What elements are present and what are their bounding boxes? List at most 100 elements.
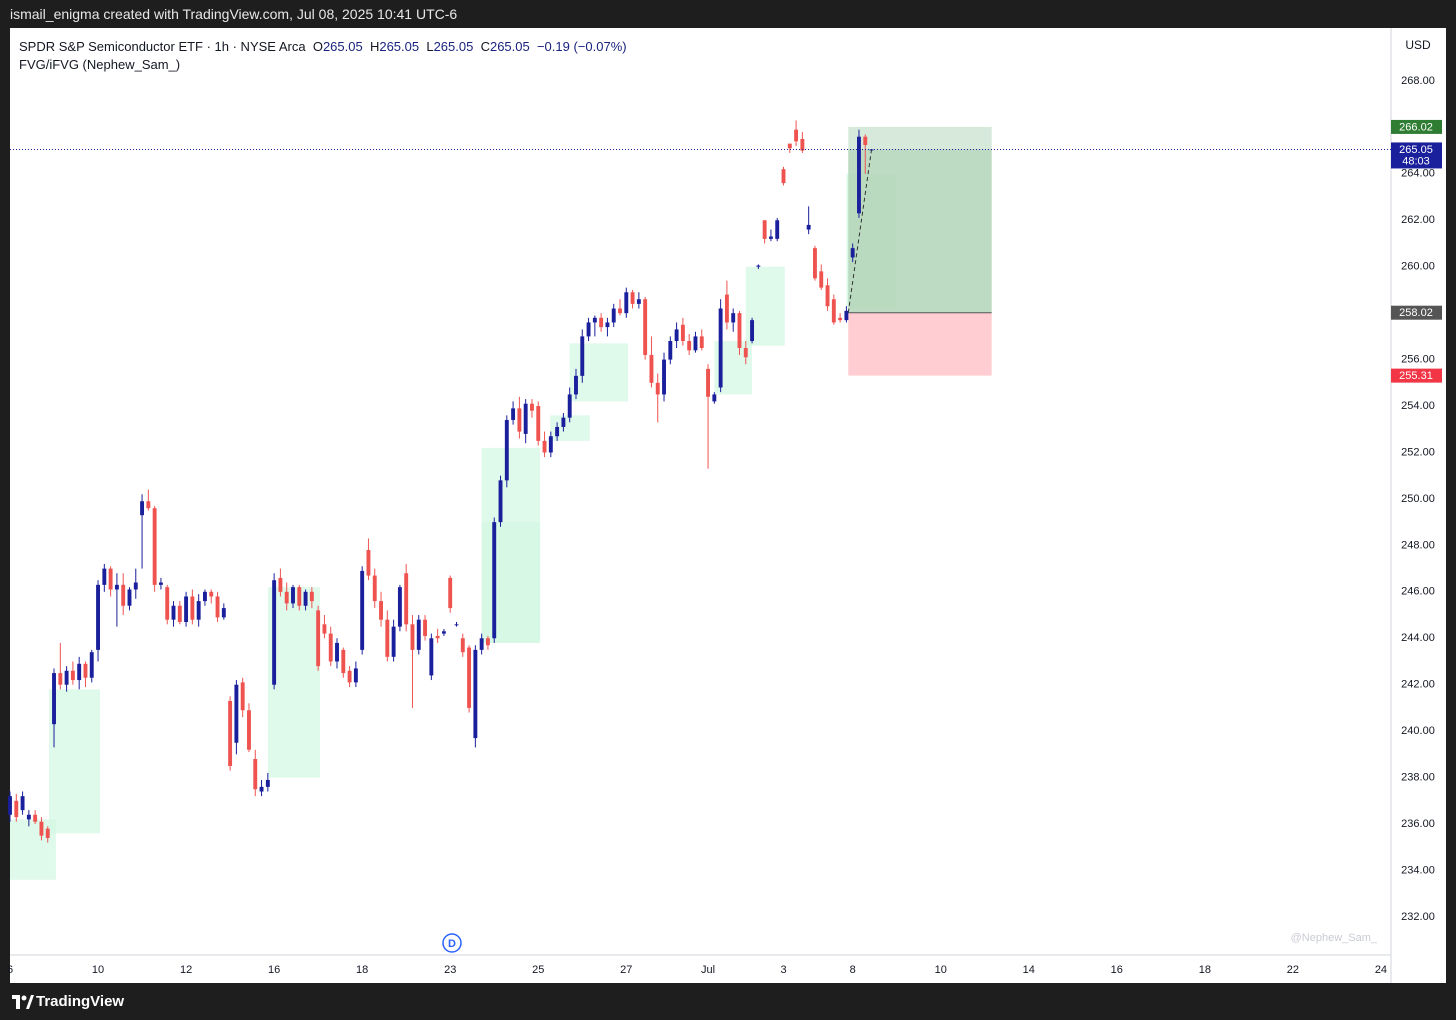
candle-body (831, 299, 836, 323)
candle-body (731, 313, 736, 323)
stop-tag: 255.31 (1399, 370, 1433, 382)
x-tick-label: 18 (356, 964, 368, 976)
y-tick-label: 264.00 (1401, 168, 1435, 180)
candle-body (121, 584, 126, 606)
candle-body (335, 642, 339, 662)
candle-body (441, 631, 446, 634)
dividend-icon[interactable] (442, 933, 462, 953)
y-tick-label: 246.00 (1401, 586, 1435, 598)
dividend-label: D (448, 938, 456, 950)
change: −0.19 (−0.07%) (536, 39, 627, 54)
candle-body (662, 359, 666, 395)
x-tick-label: 12 (180, 964, 192, 976)
y-tick-label: 256.00 (1401, 354, 1435, 366)
symbol[interactable]: SPDR S&P Semiconductor ETF · 1h · NYSE A… (19, 39, 306, 54)
candle-body (454, 624, 459, 626)
candle-body (624, 292, 629, 314)
x-tick-label: 25 (532, 964, 544, 976)
bottom-bar: TradingView (0, 983, 1456, 1020)
candle-body (316, 610, 321, 667)
x-tick-label: 27 (620, 964, 632, 976)
candle-body (228, 700, 233, 766)
loss-zone (848, 312, 992, 376)
candle-body (448, 577, 453, 609)
candle-body (762, 220, 767, 239)
candle-body (234, 684, 239, 743)
candle-body (152, 508, 157, 585)
fvg-box (48, 689, 100, 834)
candle-body (636, 299, 641, 304)
candle-body (787, 143, 792, 149)
candle-body (429, 638, 434, 676)
target-tag: 266.02 (1399, 121, 1433, 133)
candle-body (756, 265, 761, 267)
top-bar: ismail_enigma created with TradingView.c… (0, 0, 1456, 28)
candle-body (328, 633, 333, 662)
candle-body (737, 313, 742, 348)
candle-body (523, 403, 528, 434)
c-label: C (480, 39, 490, 54)
candle-body (8, 796, 12, 815)
candle-body (548, 436, 553, 453)
candle-body (485, 638, 490, 646)
fvg-box (569, 343, 629, 402)
legend: SPDR S&P Semiconductor ETF · 1h · NYSE A… (19, 38, 627, 74)
candle-body (203, 591, 207, 602)
candle-body (102, 568, 107, 585)
c-value: 265.05 (489, 39, 530, 54)
y-tick-label: 260.00 (1401, 261, 1435, 273)
candle-body (108, 568, 113, 590)
candle-body (699, 336, 704, 348)
candle-body (33, 814, 38, 822)
candle-body (479, 638, 484, 650)
candle-body (259, 786, 264, 792)
candle-body (718, 308, 723, 388)
candle-body (184, 596, 189, 623)
ohlc-line: SPDR S&P Semiconductor ETF · 1h · NYSE A… (19, 38, 627, 56)
countdown: 48:03 (1402, 155, 1430, 167)
l-label: L (426, 39, 434, 54)
top-bar-text: ismail_enigma created with TradingView.c… (10, 6, 458, 22)
entry-tag-bg (1391, 305, 1442, 320)
candle-body (278, 577, 283, 592)
candle-body (668, 341, 673, 360)
candle-body (467, 647, 472, 708)
candle-body (504, 419, 509, 481)
candle-body (303, 591, 308, 606)
indicator[interactable]: FVG/iFVG (Nephew_Sam_) (19, 57, 181, 72)
candle-body (680, 324, 685, 342)
candle-body (410, 624, 415, 650)
candle-body (58, 673, 63, 685)
x-tick-label: 24 (1375, 964, 1387, 976)
candle-body (674, 329, 679, 342)
candle-body (215, 596, 220, 618)
y-tick-label: 234.00 (1401, 864, 1435, 876)
currency[interactable]: USD (1405, 38, 1431, 52)
o-value: 265.05 (322, 39, 363, 54)
candle-body (83, 663, 88, 678)
candle-body (64, 670, 69, 685)
candle-body (196, 601, 201, 620)
candle-body (775, 220, 780, 239)
candle-body (844, 310, 849, 321)
candle-body (743, 347, 748, 358)
profit-filled (848, 149, 992, 313)
candle-body (555, 426, 560, 437)
candle-body (536, 406, 541, 441)
candle-body (460, 638, 465, 653)
candle-body (643, 299, 648, 355)
x-tick-label: 16 (1111, 964, 1123, 976)
brand[interactable]: TradingView (36, 993, 125, 1010)
candle-body (45, 828, 50, 838)
candle-body (140, 501, 145, 516)
candle-body (838, 317, 843, 321)
candle-body (511, 408, 516, 420)
y-tick-label: 232.00 (1401, 911, 1435, 923)
candle-body (649, 354, 654, 383)
candle-body (372, 575, 377, 602)
candle-body (379, 601, 383, 620)
candle-body (221, 608, 226, 618)
x-tick-label: 10 (935, 964, 947, 976)
candle-body (693, 336, 698, 351)
